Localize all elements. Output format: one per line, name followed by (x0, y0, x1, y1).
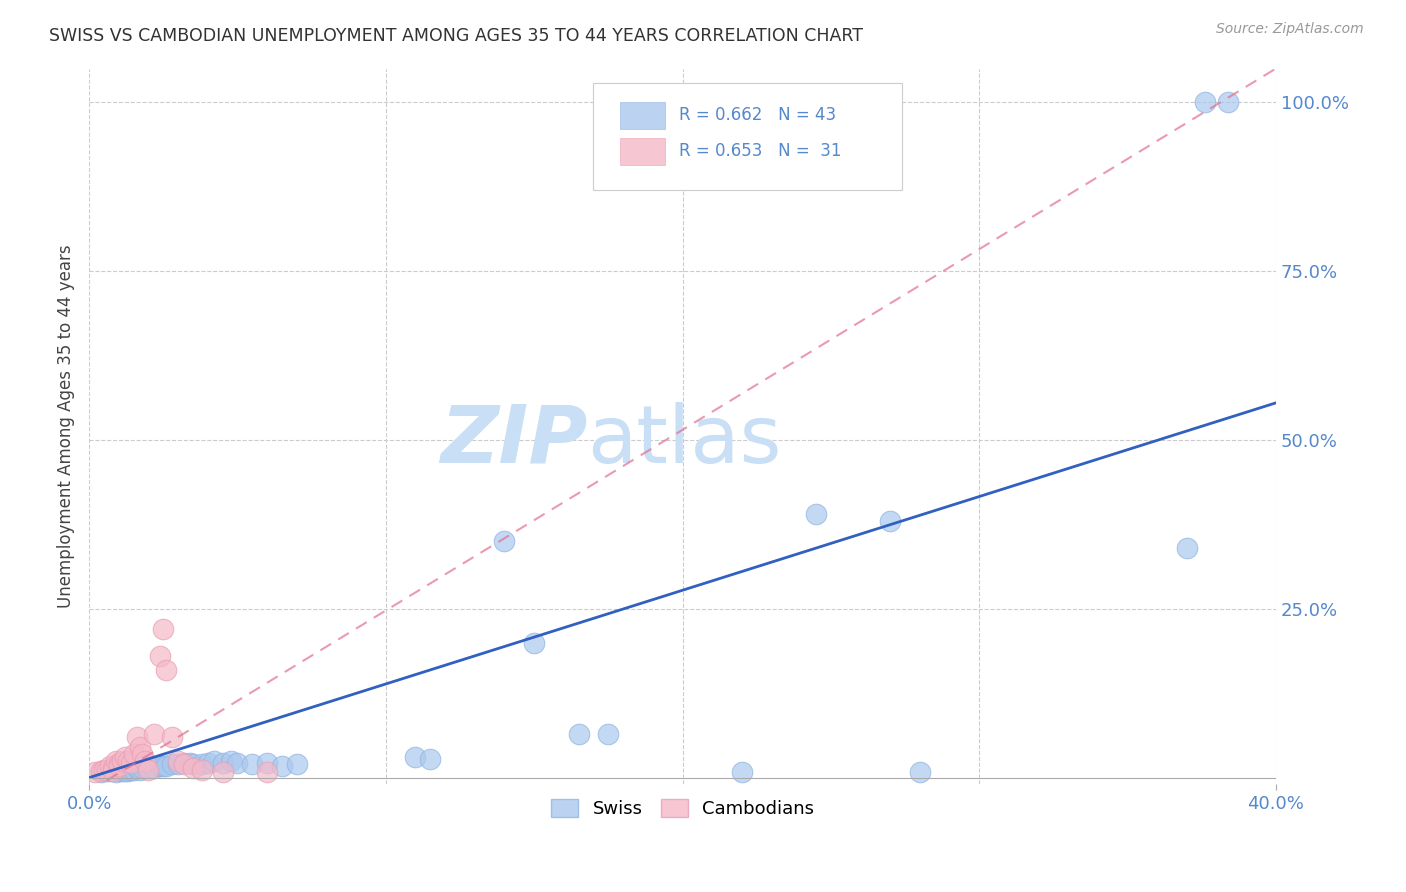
Point (181, 760, 204, 774)
Legend: Swiss, Cambodians: Swiss, Cambodians (544, 792, 821, 825)
Point (107, 756, 129, 770)
Point (155, 758, 177, 772)
Text: Source: ZipAtlas.com: Source: ZipAtlas.com (1216, 22, 1364, 37)
Point (152, 622, 174, 636)
Point (107, 758, 129, 772)
Point (101, 760, 124, 774)
Point (152, 758, 174, 772)
Point (107, 763, 129, 777)
Point (731, 765, 754, 780)
Point (134, 754, 156, 768)
Point (125, 730, 148, 744)
Point (908, 765, 931, 780)
Point (98, 758, 121, 772)
Point (117, 754, 139, 768)
Point (211, 756, 233, 770)
Point (149, 758, 172, 772)
Point (167, 754, 190, 768)
Point (138, 763, 160, 777)
Point (173, 756, 195, 770)
Point (1194, 95, 1216, 110)
Point (93, 763, 115, 777)
Point (226, 756, 249, 770)
Point (494, 534, 516, 549)
Point (191, 763, 214, 777)
Point (128, 740, 150, 755)
Point (149, 649, 172, 664)
Point (98, 764, 121, 778)
Point (173, 757, 195, 772)
Point (256, 765, 278, 780)
Point (131, 747, 153, 761)
Point (111, 754, 134, 768)
Point (120, 763, 142, 777)
Text: SWISS VS CAMBODIAN UNEMPLOYMENT AMONG AGES 35 TO 44 YEARS CORRELATION CHART: SWISS VS CAMBODIAN UNEMPLOYMENT AMONG AG… (49, 27, 863, 45)
Point (101, 764, 124, 778)
Text: R = 0.662   N = 43: R = 0.662 N = 43 (679, 106, 837, 124)
Point (160, 730, 183, 744)
Y-axis label: Unemployment Among Ages 35 to 44 years: Unemployment Among Ages 35 to 44 years (58, 244, 75, 608)
Point (179, 756, 201, 770)
Point (285, 757, 308, 772)
Point (197, 756, 219, 770)
Point (202, 754, 225, 768)
Point (523, 635, 546, 649)
Point (155, 663, 177, 677)
Point (1218, 95, 1240, 110)
Text: atlas: atlas (588, 401, 782, 480)
Point (598, 727, 620, 741)
Point (143, 727, 166, 741)
Point (114, 750, 136, 764)
Point (111, 764, 134, 778)
Point (101, 763, 124, 777)
Point (122, 747, 145, 761)
Point (211, 765, 233, 780)
Point (96, 764, 118, 778)
Point (122, 763, 145, 777)
Text: ZIP: ZIP (440, 401, 588, 480)
Point (114, 764, 136, 778)
Point (104, 754, 127, 768)
Point (191, 757, 214, 772)
Point (271, 758, 294, 772)
Point (120, 756, 142, 770)
Point (128, 763, 150, 777)
Point (143, 760, 166, 774)
Point (138, 760, 160, 774)
Point (1175, 541, 1198, 555)
Point (221, 754, 243, 768)
Point (96, 763, 118, 777)
Point (167, 757, 190, 772)
Point (104, 765, 127, 780)
Point (568, 727, 591, 741)
Point (240, 757, 263, 772)
Point (181, 757, 204, 772)
Point (419, 752, 441, 766)
Text: R = 0.653   N =  31: R = 0.653 N = 31 (679, 142, 841, 160)
Point (131, 760, 153, 774)
Point (804, 508, 827, 522)
Point (117, 764, 139, 778)
Point (90, 765, 112, 780)
Point (256, 756, 278, 770)
Point (84, 765, 107, 780)
Point (90, 764, 112, 778)
Bar (620, 138, 665, 165)
FancyBboxPatch shape (593, 83, 903, 190)
Point (125, 760, 148, 774)
Bar (620, 103, 665, 129)
Point (879, 514, 901, 528)
Point (160, 757, 183, 772)
Point (404, 750, 426, 764)
